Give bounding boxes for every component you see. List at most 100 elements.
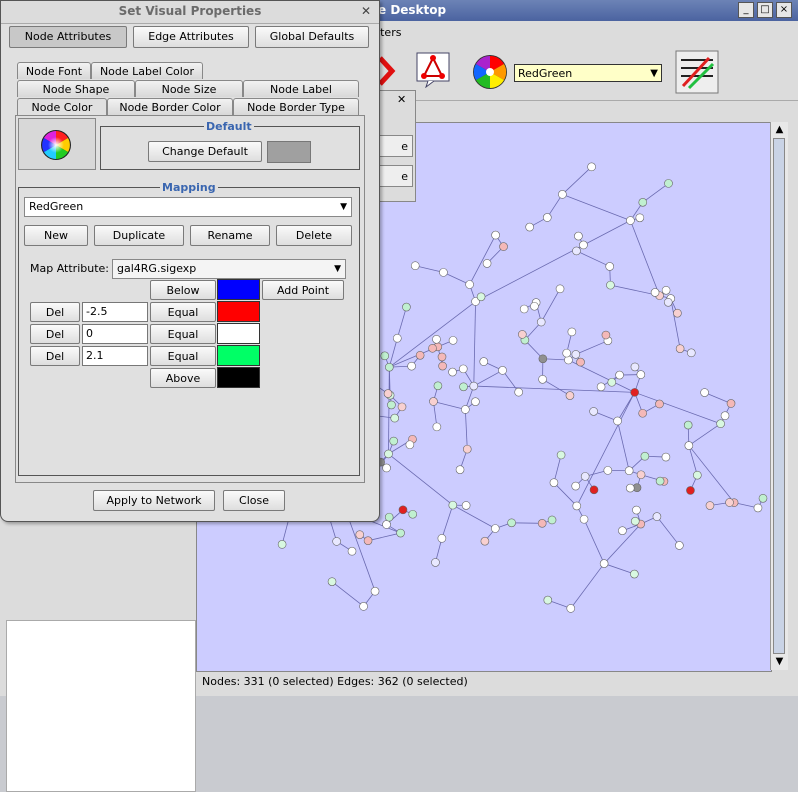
- above-color-swatch[interactable]: [217, 367, 260, 388]
- network-node[interactable]: [608, 378, 616, 386]
- tab-node-color[interactable]: Node Color: [17, 98, 107, 115]
- tab-node-shape[interactable]: Node Shape: [17, 80, 135, 97]
- network-node[interactable]: [459, 365, 467, 373]
- delete-mapping-button[interactable]: Delete: [276, 225, 352, 246]
- global-defaults-button[interactable]: Global Defaults: [255, 26, 369, 48]
- network-node[interactable]: [655, 400, 663, 408]
- network-node[interactable]: [580, 515, 588, 523]
- network-node[interactable]: [463, 445, 471, 453]
- point-color-swatch[interactable]: [217, 345, 260, 366]
- point-value-field[interactable]: 2.1: [82, 346, 148, 366]
- network-node[interactable]: [461, 405, 469, 413]
- network-node[interactable]: [631, 363, 639, 371]
- network-node[interactable]: [636, 214, 644, 222]
- network-node[interactable]: [557, 451, 565, 459]
- tab-node-border-type[interactable]: Node Border Type: [233, 98, 359, 115]
- network-node[interactable]: [641, 452, 649, 460]
- network-node[interactable]: [686, 486, 694, 494]
- edge-attributes-button[interactable]: Edge Attributes: [133, 26, 249, 48]
- network-node[interactable]: [409, 510, 417, 518]
- network-node[interactable]: [600, 560, 608, 568]
- network-node[interactable]: [614, 417, 622, 425]
- network-node[interactable]: [566, 392, 574, 400]
- network-node[interactable]: [439, 268, 447, 276]
- network-node[interactable]: [391, 414, 399, 422]
- network-node[interactable]: [590, 486, 598, 494]
- delete-point-button[interactable]: Del: [30, 302, 80, 322]
- network-node[interactable]: [278, 540, 286, 548]
- network-node[interactable]: [556, 285, 564, 293]
- network-node[interactable]: [626, 484, 634, 492]
- network-node[interactable]: [602, 331, 610, 339]
- network-node[interactable]: [408, 362, 416, 370]
- network-node[interactable]: [492, 231, 500, 239]
- below-color-swatch[interactable]: [217, 279, 260, 300]
- network-node[interactable]: [604, 466, 612, 474]
- tab-node-label[interactable]: Node Label: [243, 80, 359, 97]
- network-node[interactable]: [515, 388, 523, 396]
- network-node[interactable]: [356, 531, 364, 539]
- mini-button-2[interactable]: e: [375, 165, 413, 187]
- network-node[interactable]: [563, 349, 571, 357]
- network-node[interactable]: [539, 355, 547, 363]
- close-window-icon[interactable]: ×: [776, 2, 792, 18]
- network-node[interactable]: [579, 241, 587, 249]
- apply-to-network-button[interactable]: Apply to Network: [93, 490, 215, 511]
- network-node[interactable]: [558, 190, 566, 198]
- network-node[interactable]: [726, 498, 734, 506]
- network-node[interactable]: [393, 334, 401, 342]
- close-button[interactable]: Close: [223, 490, 285, 511]
- network-node[interactable]: [721, 412, 729, 420]
- network-node[interactable]: [701, 389, 709, 397]
- network-node[interactable]: [656, 477, 664, 485]
- mapping-select[interactable]: RedGreen ▼: [24, 197, 352, 217]
- network-node[interactable]: [449, 336, 457, 344]
- visual-style-select[interactable]: RedGreen ▼: [514, 64, 662, 82]
- network-node[interactable]: [518, 330, 526, 338]
- network-node[interactable]: [434, 382, 442, 390]
- network-node[interactable]: [606, 281, 614, 289]
- change-default-button[interactable]: Change Default: [148, 141, 262, 162]
- network-node[interactable]: [684, 421, 692, 429]
- network-node[interactable]: [664, 179, 672, 187]
- point-color-swatch[interactable]: [217, 323, 260, 344]
- network-node[interactable]: [508, 519, 516, 527]
- equal-button[interactable]: Equal: [150, 324, 216, 344]
- tab-node-font[interactable]: Node Font: [17, 62, 91, 79]
- network-node[interactable]: [520, 305, 528, 313]
- network-node[interactable]: [626, 217, 634, 225]
- vertical-scrollbar[interactable]: ▲ ▼: [770, 122, 788, 670]
- network-node[interactable]: [653, 513, 661, 521]
- network-node[interactable]: [438, 534, 446, 542]
- network-node[interactable]: [537, 318, 545, 326]
- network-node[interactable]: [416, 351, 424, 359]
- network-node[interactable]: [618, 527, 626, 535]
- point-color-swatch[interactable]: [217, 301, 260, 322]
- network-node[interactable]: [639, 198, 647, 206]
- network-node[interactable]: [483, 259, 491, 267]
- network-node[interactable]: [631, 517, 639, 525]
- network-node[interactable]: [581, 472, 589, 480]
- equal-button[interactable]: Equal: [150, 346, 216, 366]
- network-node[interactable]: [651, 288, 659, 296]
- network-node[interactable]: [544, 596, 552, 604]
- network-node[interactable]: [539, 375, 547, 383]
- network-node[interactable]: [530, 302, 538, 310]
- network-node[interactable]: [390, 437, 398, 445]
- network-layout-icon[interactable]: [416, 52, 452, 88]
- network-node[interactable]: [639, 409, 647, 417]
- scroll-thumb[interactable]: [773, 138, 785, 654]
- network-node[interactable]: [577, 358, 585, 366]
- color-wheel-icon[interactable]: [472, 54, 508, 90]
- network-node[interactable]: [606, 262, 614, 270]
- network-node[interactable]: [397, 529, 405, 537]
- scroll-down-icon[interactable]: ▼: [771, 654, 788, 670]
- network-node[interactable]: [717, 420, 725, 428]
- network-node[interactable]: [675, 541, 683, 549]
- network-node[interactable]: [597, 383, 605, 391]
- network-node[interactable]: [431, 558, 439, 566]
- network-node[interactable]: [471, 398, 479, 406]
- network-node[interactable]: [399, 506, 407, 514]
- network-node[interactable]: [630, 570, 638, 578]
- network-node[interactable]: [625, 467, 633, 475]
